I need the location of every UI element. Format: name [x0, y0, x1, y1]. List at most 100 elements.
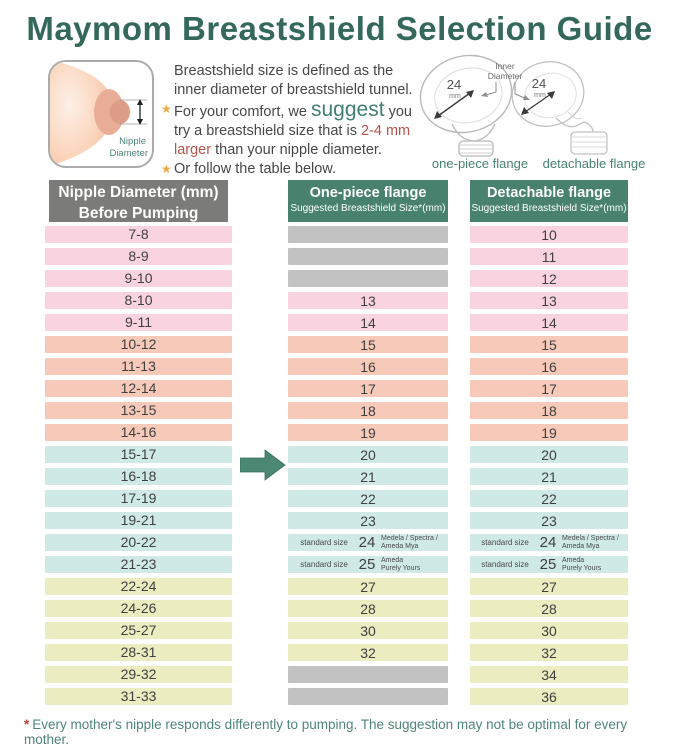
size-value: 12 [541, 270, 557, 287]
one-piece-flange-caption: one-piece flange [432, 156, 528, 171]
inner-diameter-label-line2: Diameter [488, 71, 523, 81]
detachable-size-cell: standard size 24 Medela / Spectra / Ameda… [470, 534, 628, 551]
star-bullet-icon: ★ [161, 162, 172, 176]
one-piece-size-cell: 16 [288, 358, 448, 375]
nipple-range-cell: 11-13 [45, 358, 232, 375]
intro-text: Breastshield size is defined as the inne… [161, 62, 423, 179]
size-value: 14 [541, 314, 557, 331]
nipple-range-cell: 20-22 [45, 534, 232, 551]
detachable-flange-icon: 24 mm [511, 61, 608, 155]
flange-illustrations: 24 mm 24 mm [418, 52, 679, 176]
inner-diameter-callout: Inner Diameter [481, 61, 530, 100]
table-row: 21-23 standard size 25 Ameda Purely Yours… [0, 556, 679, 573]
one-piece-size-cell: 30 [288, 622, 448, 639]
suggest-highlight: suggest [310, 98, 385, 121]
inner-diameter-label-line1: Inner [495, 61, 515, 71]
table-row: 25-27 30 30 [0, 622, 679, 639]
size-value: 17 [360, 380, 376, 397]
header-nipple-line1: Nipple Diameter (mm) [58, 184, 219, 201]
one-piece-size-cell: 32 [288, 644, 448, 661]
bullet-text-part: you try a breastshield size that is [174, 104, 412, 139]
bullet-comfort-text: For your comfort, we suggest you try a b… [174, 98, 423, 160]
nipple-range-cell: 19-21 [45, 512, 232, 529]
detachable-size-cell: 20 [470, 446, 628, 463]
table-row: 8-10 13 13 [0, 292, 679, 309]
size-value: 13 [541, 292, 557, 309]
detachable-size-cell: 28 [470, 600, 628, 617]
nipple-diameter-illustration: Nipple Diameter [48, 60, 154, 168]
nipple-range-cell: 28-31 [45, 644, 232, 661]
size-value: 27 [541, 578, 557, 595]
table-row: 31-33 36 [0, 688, 679, 705]
one-piece-flange-icon: 24 mm [419, 54, 513, 157]
page-title: Maymom Breastshield Selection Guide [26, 10, 653, 47]
standard-size-label: standard size [300, 538, 348, 547]
nipple-range-cell: 25-27 [45, 622, 232, 639]
size-value: 18 [360, 402, 376, 419]
table-row: 10-12 15 15 [0, 336, 679, 353]
size-value: 22 [360, 490, 376, 507]
header-nipple-diameter: Nipple Diameter (mm) Before Pumping [49, 180, 228, 222]
bullet-comfort: ★ For your comfort, we suggest you try a… [161, 98, 423, 160]
table-row: 20-22 standard size 24 Medela / Spectra … [0, 534, 679, 551]
size-value: 17 [541, 380, 557, 397]
one-piece-size-cell: 18 [288, 402, 448, 419]
size-value: 10 [541, 226, 557, 243]
table-row: 28-31 32 32 [0, 644, 679, 661]
one-piece-size-cell: 27 [288, 578, 448, 595]
detachable-size-cell: 10 [470, 226, 628, 243]
one-piece-size-cell: 17 [288, 380, 448, 397]
footnote-text: Every mother's nipple responds different… [24, 717, 628, 745]
one-piece-size-label: 24 [447, 77, 461, 92]
nipple-range-cell: 17-19 [45, 490, 232, 507]
detachable-size-cell: 18 [470, 402, 628, 419]
brand-note: Ameda Purely Yours [381, 557, 421, 572]
one-piece-size-cell: standard size 25 Ameda Purely Yours [288, 556, 448, 573]
header-nipple-line2: Before Pumping [78, 205, 199, 222]
one-piece-size-cell: 20 [288, 446, 448, 463]
nipple-range-cell: 8-9 [45, 248, 232, 265]
detachable-size-cell: 34 [470, 666, 628, 683]
nipple-range-cell: 9-10 [45, 270, 232, 287]
size-value: 22 [541, 490, 557, 507]
breast-drawing-icon: Nipple Diameter [50, 62, 148, 166]
nipple-range-cell: 10-12 [45, 336, 232, 353]
one-piece-size-cell [288, 688, 448, 705]
nipple-range-cell: 31-33 [45, 688, 232, 705]
one-piece-size-cell: 23 [288, 512, 448, 529]
table-row: 9-11 14 14 [0, 314, 679, 331]
footnote-asterisk: * [24, 717, 30, 732]
header-detachable: Detachable flange Suggested Breastshield… [470, 180, 628, 222]
brand-note: Ameda Purely Yours [562, 557, 602, 572]
table-row: 9-10 12 [0, 270, 679, 287]
size-value: 24 [539, 534, 557, 551]
size-value: 32 [541, 644, 557, 661]
size-value: 20 [541, 446, 557, 463]
size-value: 11 [541, 248, 557, 265]
one-piece-unit-label: mm [449, 93, 461, 100]
size-value: 32 [360, 644, 376, 661]
nipple-range-cell: 14-16 [45, 424, 232, 441]
size-value: 15 [360, 336, 376, 353]
table-row: 24-26 28 28 [0, 600, 679, 617]
size-value: 21 [360, 468, 376, 485]
bullet-table: ★ Or follow the table below. [161, 160, 423, 179]
detachable-size-cell: 15 [470, 336, 628, 353]
size-value: 19 [541, 424, 557, 441]
table-row: 15-17 20 20 [0, 446, 679, 463]
header-detachable-line1: Detachable flange [486, 185, 612, 201]
size-value: 20 [360, 446, 376, 463]
one-piece-size-cell: 14 [288, 314, 448, 331]
nipple-range-cell: 16-18 [45, 468, 232, 485]
bullet-table-text: Or follow the table below. [174, 161, 337, 177]
nipple-range-cell: 13-15 [45, 402, 232, 419]
table-row: 13-15 18 18 [0, 402, 679, 419]
size-value: 16 [360, 358, 376, 375]
nipple-range-cell: 12-14 [45, 380, 232, 397]
detachable-size-cell: 14 [470, 314, 628, 331]
one-piece-size-cell: 22 [288, 490, 448, 507]
one-piece-size-cell: 28 [288, 600, 448, 617]
one-piece-size-cell: 21 [288, 468, 448, 485]
detachable-size-cell: 22 [470, 490, 628, 507]
detachable-size-cell: 16 [470, 358, 628, 375]
